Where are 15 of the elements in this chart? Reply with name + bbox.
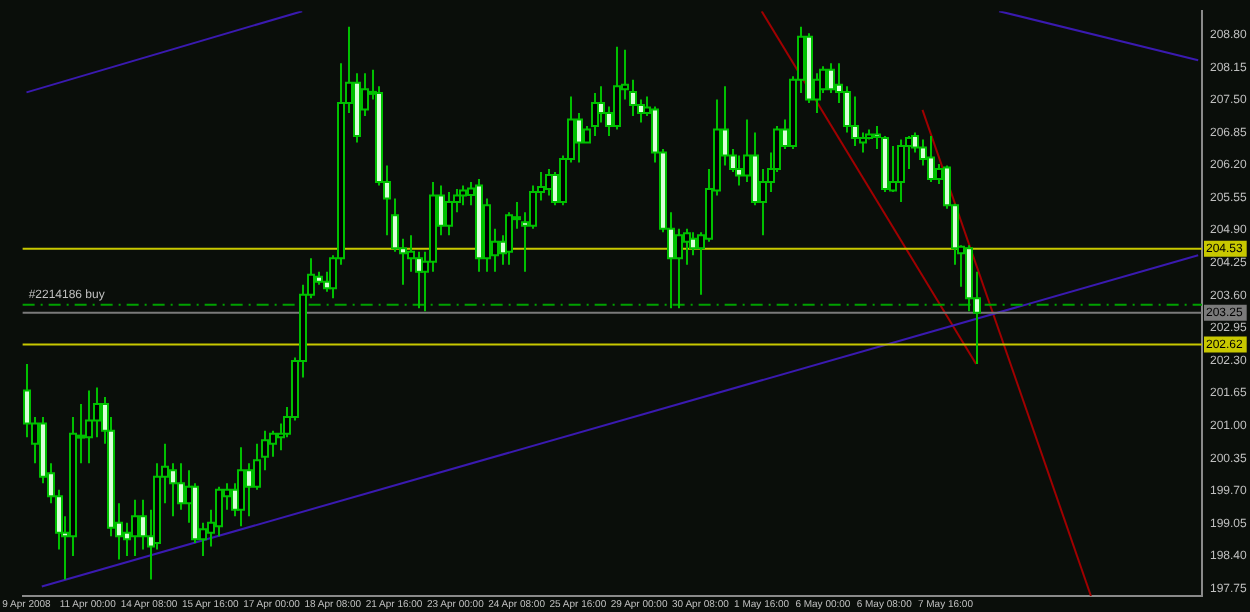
candlestick (85, 389, 93, 465)
candlestick (613, 45, 621, 131)
candlestick (689, 231, 697, 257)
candlestick (927, 134, 935, 184)
candlestick (237, 446, 245, 528)
candlestick (459, 184, 467, 207)
candlestick (245, 462, 253, 518)
candlestick (897, 138, 905, 204)
candlestick (131, 498, 139, 557)
candlestick (575, 111, 583, 164)
candlestick (445, 191, 453, 237)
candlestick (735, 154, 743, 187)
candlestick (591, 91, 599, 137)
candlestick (215, 485, 223, 538)
candlestick (675, 227, 683, 310)
